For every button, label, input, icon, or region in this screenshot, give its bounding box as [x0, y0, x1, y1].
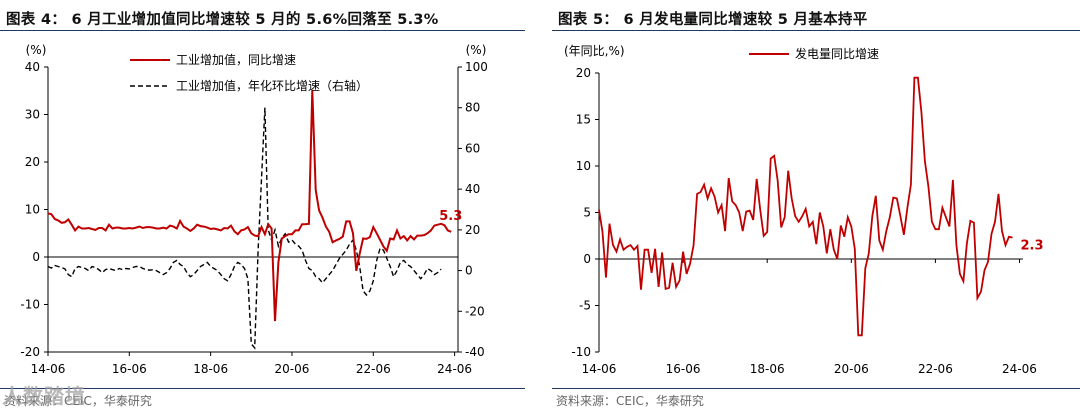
legend-label-mom: 工业增加值，年化环比增速（右轴） — [176, 78, 368, 93]
y-tick-label-right: 60 — [465, 141, 480, 155]
y-tick-label-left: 30 — [25, 108, 40, 122]
y-tick-label: 20 — [576, 66, 591, 80]
y-tick-label: 5 — [583, 206, 591, 220]
power-chart-svg: -10 -5 0 5 10 15 20 14-06 16-06 18-06 20-06 22-06 24… — [564, 44, 1044, 376]
x-tick-label: 20-06 — [834, 362, 869, 376]
x-tick-label: 20-06 — [275, 362, 310, 376]
y-tick-label: -5 — [579, 299, 591, 313]
title-rule — [0, 30, 525, 31]
chart-panel-power: 图表 5： 6 月发电量同比增速较 5 月基本持平 -10 -5 0 5 10 15 20 1… — [552, 0, 1080, 414]
y-tick-label: -10 — [571, 345, 591, 359]
chart-title: 图表 5： 6 月发电量同比增速较 5 月基本持平 — [558, 12, 868, 28]
source-note: 资料来源：CEIC，华泰研究 — [556, 394, 704, 408]
y-axis-unit-right: (%) — [466, 43, 487, 57]
x-tick-label: 24-06 — [437, 362, 472, 376]
series-line-power-yoy — [598, 76, 1013, 337]
y-tick-label: 0 — [583, 252, 591, 266]
source-note: 资料来源：CEIC，华泰研究 — [4, 394, 152, 408]
industrial-chart-svg: -20 -10 0 10 20 30 40 -40 -20 0 20 40 60 80 100 14-06 16… — [20, 0, 488, 376]
x-tick-label: 14-06 — [582, 362, 617, 376]
y-tick-label: 10 — [576, 159, 591, 173]
y-tick-label-left: -10 — [20, 298, 40, 312]
legend-label: 发电量同比增速 — [795, 46, 879, 61]
y-tick-label-right: 0 — [465, 264, 473, 278]
chart-panel-industrial: 图表 4： 6 月工业增加值同比增速较 5 月的 5.6%回落至 5.3% -2… — [0, 0, 525, 414]
source-rule — [552, 388, 1080, 389]
source-rule — [0, 388, 525, 389]
series-line-mom-annualized — [47, 107, 442, 350]
x-tick-label: 16-06 — [666, 362, 701, 376]
data-label-yoy-latest: 5.3 — [439, 209, 462, 224]
x-tick-label: 16-06 — [112, 362, 147, 376]
watermark: 人数踏境 — [2, 384, 86, 408]
y-tick-label-left: -20 — [20, 345, 40, 359]
y-tick-label-left: 20 — [25, 155, 40, 169]
y-tick-label-right: 40 — [465, 182, 480, 196]
y-tick-label-left: 10 — [25, 203, 40, 217]
y-axis-unit: (年同比,%) — [564, 44, 625, 58]
x-tick-label: 22-06 — [918, 362, 953, 376]
y-tick-label-left: 40 — [25, 60, 40, 74]
y-tick-label-right: -40 — [465, 345, 485, 359]
data-label-mom-latest: 0.7 — [439, 0, 462, 4]
chart-title: 图表 4： 6 月工业增加值同比增速较 5 月的 5.6%回落至 5.3% — [6, 12, 439, 28]
y-axis-unit-left: (%) — [26, 43, 47, 57]
y-tick-label: 15 — [576, 113, 591, 127]
x-tick-label: 18-06 — [193, 362, 228, 376]
data-label-latest: 2.3 — [1020, 239, 1043, 254]
title-rule — [552, 30, 1080, 31]
x-tick-label: 24-06 — [1002, 362, 1037, 376]
y-tick-label-right: 100 — [465, 60, 488, 74]
y-tick-label-right: 20 — [465, 223, 480, 237]
y-tick-label-right: 80 — [465, 101, 480, 115]
y-tick-label-left: 0 — [32, 250, 40, 264]
legend-label-yoy: 工业增加值，同比增速 — [176, 52, 296, 67]
y-tick-label-right: -20 — [465, 304, 485, 318]
x-tick-label: 14-06 — [31, 362, 66, 376]
x-tick-label: 22-06 — [356, 362, 391, 376]
series-line-yoy — [47, 90, 452, 322]
x-tick-label: 18-06 — [750, 362, 785, 376]
